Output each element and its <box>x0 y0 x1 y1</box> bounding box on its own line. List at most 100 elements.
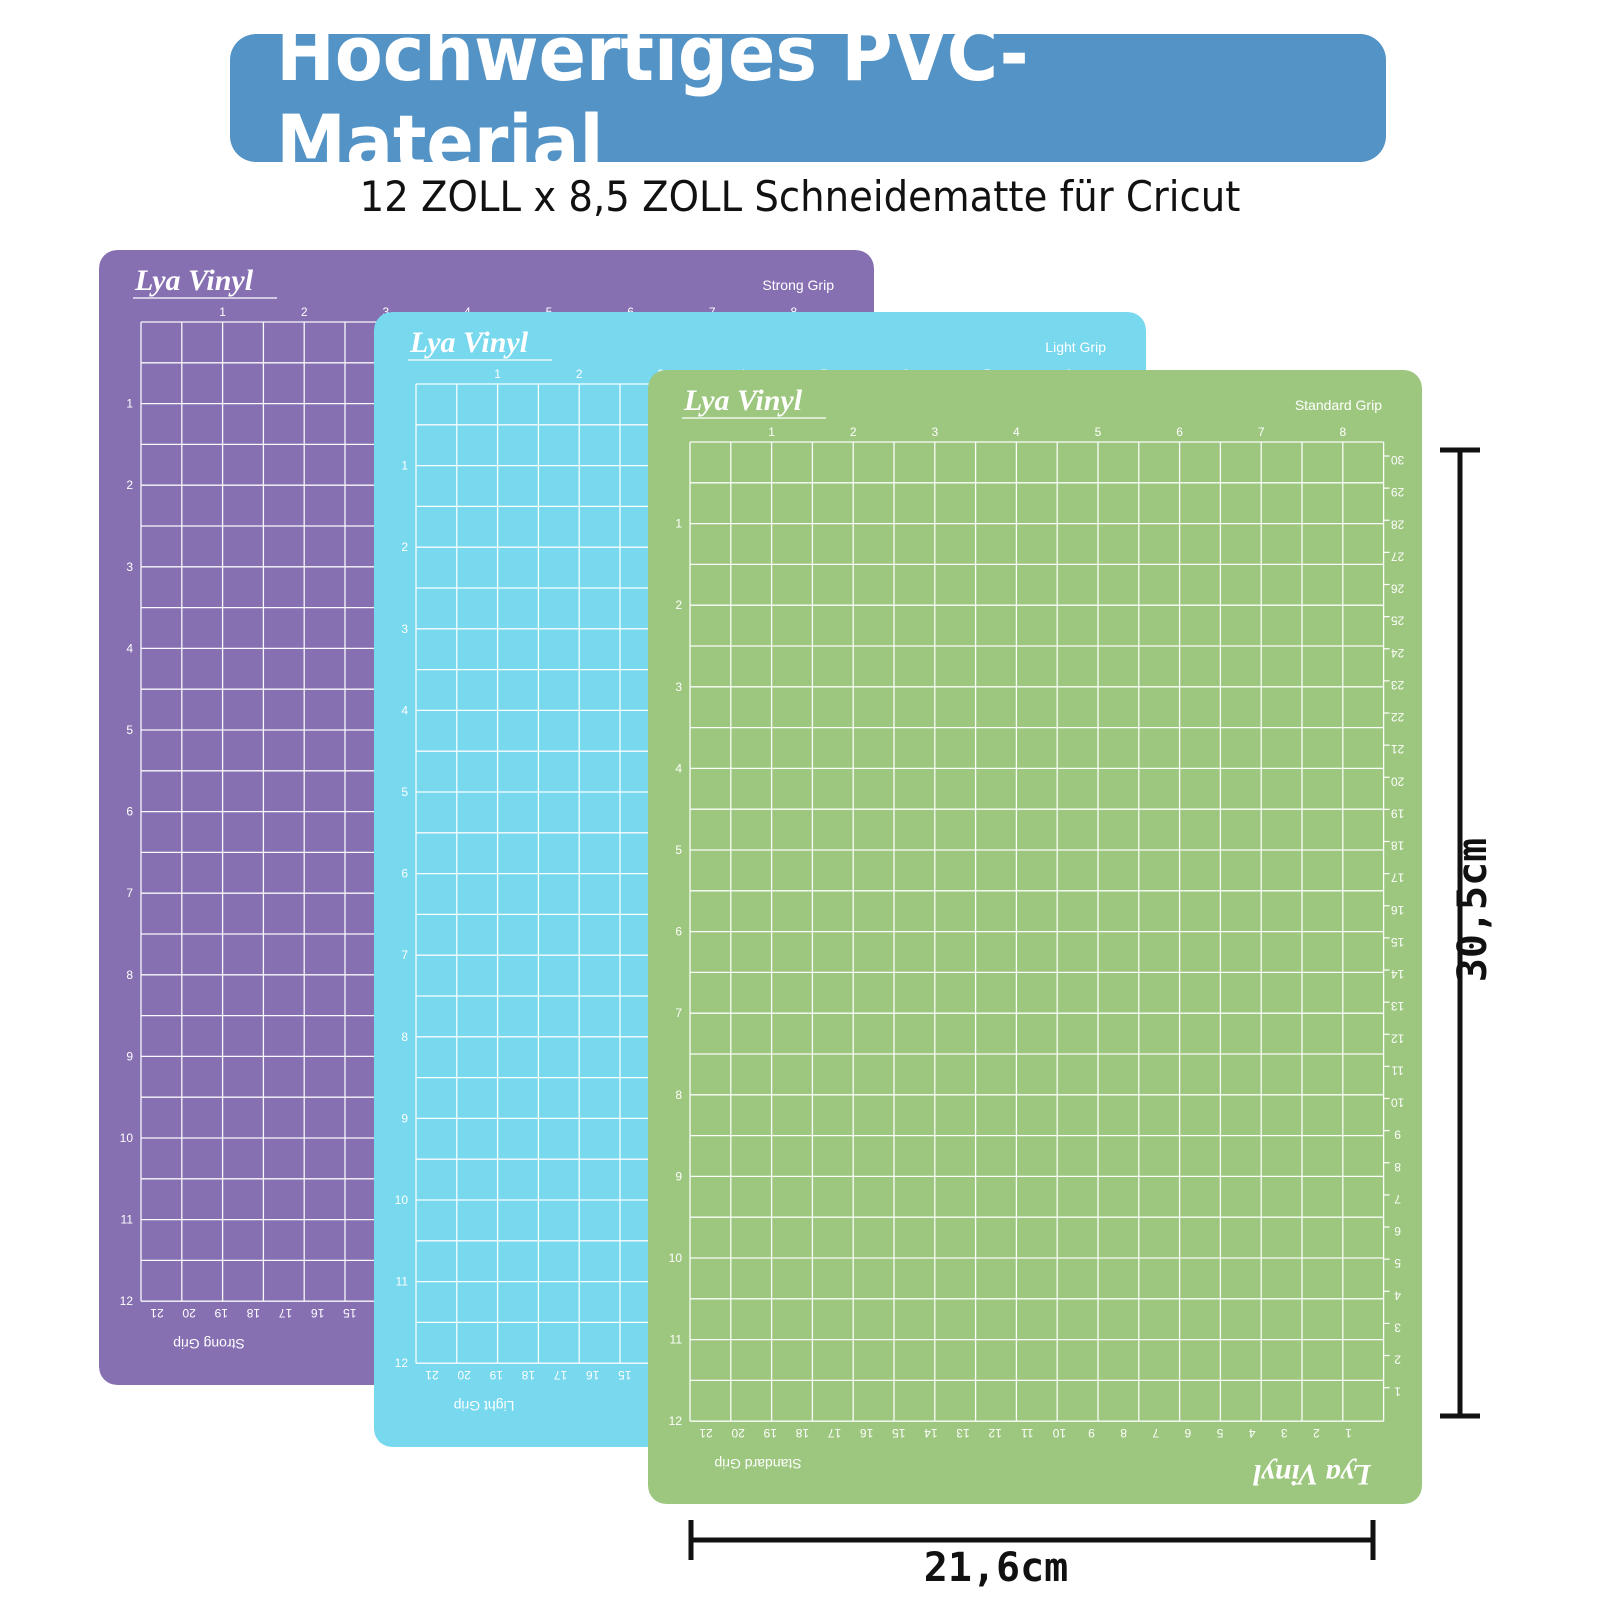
bottom-ruler-label: 13 <box>956 1426 970 1440</box>
bottom-ruler-label: 19 <box>763 1426 777 1440</box>
left-ruler-label: 9 <box>401 1111 408 1125</box>
top-ruler-label: 2 <box>850 425 857 439</box>
right-ruler-label: 19 <box>1391 806 1405 820</box>
grip-label-bottom: Strong Grip <box>173 1336 245 1352</box>
right-ruler-label: 21 <box>1391 742 1405 756</box>
top-ruler-label: 8 <box>1339 425 1346 439</box>
top-ruler-label: 3 <box>931 425 938 439</box>
grip-label-bottom: Light Grip <box>453 1398 514 1414</box>
bottom-ruler-label: 10 <box>1052 1426 1066 1440</box>
grip-label-bottom: Standard Grip <box>714 1456 801 1472</box>
title-banner: Hochwertiges PVC-Material <box>230 9 1386 187</box>
height-dimension-line <box>1440 447 1480 1419</box>
left-ruler-label: 6 <box>675 925 682 939</box>
bottom-ruler-label: 1 <box>1345 1426 1352 1440</box>
bottom-ruler-label: 8 <box>1120 1426 1127 1440</box>
left-ruler-label: 1 <box>401 459 408 473</box>
right-ruler-label: 20 <box>1391 774 1405 788</box>
left-ruler-label: 10 <box>669 1251 683 1265</box>
bottom-ruler-label: 21 <box>150 1306 164 1320</box>
right-ruler-label: 5 <box>1394 1256 1401 1270</box>
grip-label-top: Strong Grip <box>762 277 834 293</box>
left-ruler-label: 1 <box>126 397 133 411</box>
left-ruler-label: 7 <box>401 948 408 962</box>
bottom-ruler-label: 18 <box>246 1306 260 1320</box>
width-dimension-line <box>688 1520 1376 1560</box>
top-ruler-label: 2 <box>301 305 308 319</box>
left-ruler-label: 12 <box>120 1294 134 1308</box>
right-ruler-label: 25 <box>1391 614 1405 628</box>
grip-label-top: Standard Grip <box>1295 397 1382 413</box>
bottom-ruler-label: 3 <box>1281 1426 1288 1440</box>
brand-logo: Lya Vinyl <box>134 264 254 297</box>
left-ruler-label: 12 <box>395 1356 409 1370</box>
right-ruler-label: 2 <box>1394 1353 1401 1367</box>
right-ruler-label: 15 <box>1391 935 1405 949</box>
bottom-ruler-label: 2 <box>1313 1426 1320 1440</box>
top-ruler-label: 4 <box>1013 425 1020 439</box>
left-ruler-label: 5 <box>675 843 682 857</box>
right-ruler-label: 22 <box>1391 710 1405 724</box>
right-ruler-label: 1 <box>1394 1385 1401 1399</box>
right-ruler-label: 17 <box>1391 871 1405 885</box>
grip-label-top: Light Grip <box>1045 339 1106 355</box>
left-ruler-label: 8 <box>675 1088 682 1102</box>
bottom-ruler-label: 15 <box>892 1426 906 1440</box>
bottom-ruler-label: 16 <box>860 1426 874 1440</box>
left-ruler-label: 12 <box>669 1414 683 1428</box>
bottom-ruler-label: 20 <box>182 1306 196 1320</box>
left-ruler-label: 5 <box>401 785 408 799</box>
left-ruler-label: 3 <box>675 680 682 694</box>
left-ruler-label: 11 <box>121 1213 134 1227</box>
left-ruler-label: 6 <box>401 867 408 881</box>
right-ruler-label: 13 <box>1391 999 1405 1013</box>
right-ruler-label: 7 <box>1394 1192 1401 1206</box>
brand-logo: Lya Vinyl <box>409 326 529 359</box>
top-ruler-label: 5 <box>1095 425 1102 439</box>
left-ruler-label: 3 <box>126 560 133 574</box>
bottom-ruler-label: 19 <box>214 1306 228 1320</box>
left-ruler-label: 8 <box>401 1030 408 1044</box>
brand-logo-bottom: Lya Vinyl <box>1252 1458 1372 1491</box>
bottom-ruler-label: 14 <box>924 1426 938 1440</box>
right-ruler-label: 10 <box>1391 1096 1405 1110</box>
bottom-ruler-label: 12 <box>988 1426 1002 1440</box>
right-ruler-label: 27 <box>1391 549 1405 563</box>
left-ruler-label: 9 <box>126 1049 133 1063</box>
bottom-ruler-label: 21 <box>425 1368 439 1382</box>
bottom-ruler-label: 11 <box>1021 1426 1034 1440</box>
left-ruler-label: 11 <box>670 1333 683 1347</box>
brand-logo: Lya Vinyl <box>683 384 803 417</box>
right-ruler-label: 30 <box>1391 453 1405 467</box>
left-ruler-label: 1 <box>675 517 682 531</box>
bottom-ruler-label: 16 <box>586 1368 600 1382</box>
right-ruler-label: 18 <box>1391 839 1405 853</box>
right-ruler-label: 8 <box>1394 1160 1401 1174</box>
left-ruler-label: 8 <box>126 968 133 982</box>
right-ruler-label: 4 <box>1394 1288 1401 1302</box>
left-ruler-label: 2 <box>126 478 133 492</box>
left-ruler-label: 9 <box>675 1169 682 1183</box>
right-ruler-label: 16 <box>1391 903 1405 917</box>
left-ruler-label: 4 <box>126 641 133 655</box>
right-ruler-label: 26 <box>1391 582 1405 596</box>
left-ruler-label: 2 <box>401 540 408 554</box>
right-ruler-label: 29 <box>1391 485 1405 499</box>
bottom-ruler-label: 19 <box>489 1368 503 1382</box>
left-ruler-label: 4 <box>401 703 408 717</box>
right-ruler-label: 11 <box>1391 1063 1404 1077</box>
bottom-ruler-label: 15 <box>343 1306 357 1320</box>
left-ruler-label: 3 <box>401 622 408 636</box>
bottom-ruler-label: 7 <box>1152 1426 1159 1440</box>
left-ruler-label: 7 <box>675 1006 682 1020</box>
bottom-ruler-label: 15 <box>618 1368 632 1382</box>
bottom-ruler-label: 16 <box>311 1306 325 1320</box>
cutting-grid <box>689 441 1385 1422</box>
left-ruler-label: 5 <box>126 723 133 737</box>
subtitle: 12 ZOLL x 8,5 ZOLL Schneidematte für Cri… <box>359 172 1241 221</box>
top-ruler-label: 1 <box>219 305 226 319</box>
left-ruler-label: 2 <box>675 598 682 612</box>
right-ruler-label: 14 <box>1391 967 1405 981</box>
bottom-ruler-label: 17 <box>279 1306 293 1320</box>
